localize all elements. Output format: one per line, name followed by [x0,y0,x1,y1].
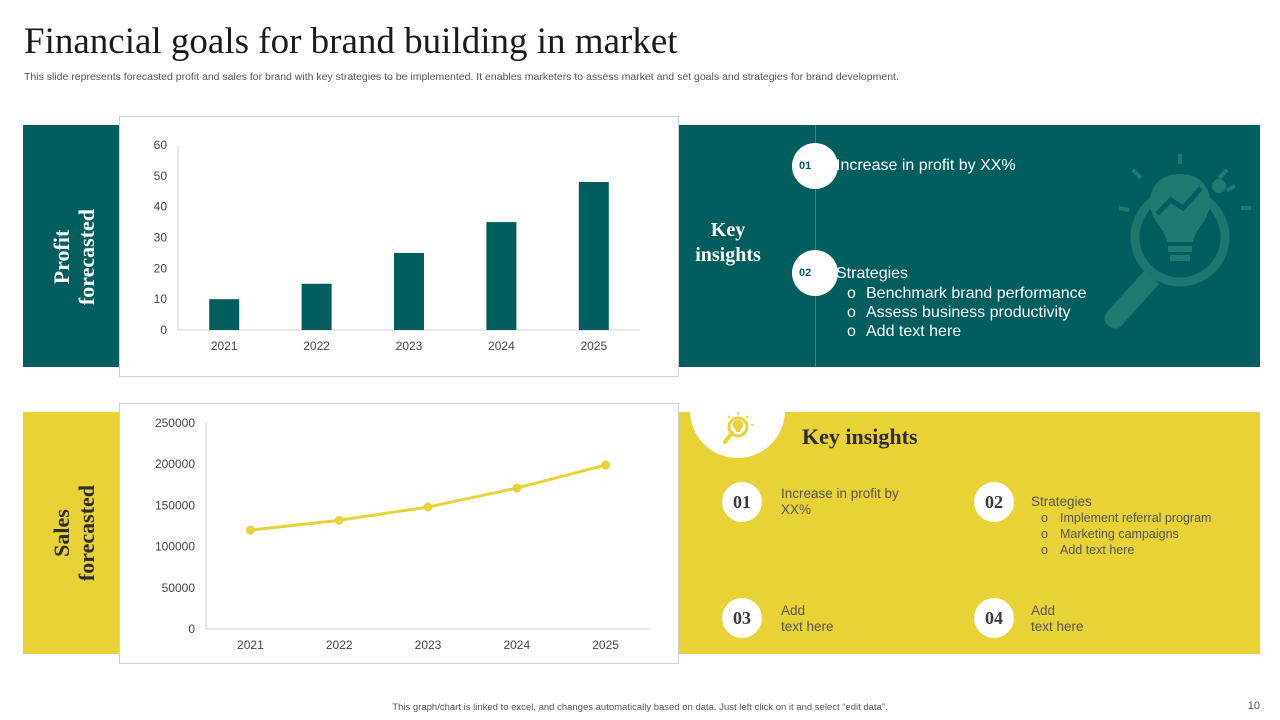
bullet-icon: o [847,323,856,340]
profit-item-1-text: Increase in profit by XX% [836,157,1016,174]
list-item: o Marketing campaigns [1041,526,1211,542]
data-point [512,483,522,493]
bar [578,182,609,330]
sales-item-1-text: Increase in profit by XX% [781,486,899,518]
footer-note: This graph/chart is linked to excel, and… [392,702,888,713]
profit-item-1-number: 01 [792,143,838,189]
data-point [245,525,255,535]
sales-item-4-line1: Add [1031,603,1056,618]
page-number: 10 [1247,700,1260,712]
sales-side-label: Sales forecasted [49,473,99,593]
list-item: o Implement referral program [1041,510,1211,526]
sales-item-4-number: 04 [974,598,1014,638]
sales-chart[interactable]: 0 50000 100000 150000 200000 250000 2021 2022 20… [119,403,679,664]
bar [301,283,332,330]
profit-bar-chart-svg: 0 10 20 30 40 50 60 2021 2022 2023 2024 2025 [154,138,640,353]
page-title: Financial goals for brand building in ma… [24,21,678,62]
profit-strategy-list: o Benchmark brand performance o Assess bus… [847,284,1087,341]
profit-key-insights-title: Key insights [680,218,776,268]
y-tick-label: 50 [154,169,168,183]
x-tick-label: 2024 [503,638,530,652]
sales-item-4-text: Add text here [1031,603,1084,635]
y-tick-label: 250000 [155,416,195,430]
list-item-text: Marketing campaigns [1060,527,1179,541]
y-tick-label: 30 [154,231,168,245]
x-tick-label: 2021 [211,339,238,353]
list-item-text: Implement referral program [1060,511,1212,525]
sales-key-insights-title: Key insights [802,424,918,449]
series-line [250,463,606,532]
list-item-text: Benchmark brand performance [866,285,1087,302]
sales-side-label-line1: Sales [49,509,74,557]
chevron-right-icon: › [818,264,823,280]
sales-item-2-text: Strategies [1031,494,1092,509]
x-tick-label: 2023 [396,339,423,353]
lightbulb-magnifier-icon [1104,154,1251,329]
sales-item-3-text: Add text here [781,603,834,635]
data-point [334,515,344,525]
y-tick-label: 100000 [155,540,195,554]
lightbulb-magnifier-icon [723,412,754,444]
profit-item-2-number: 02 [792,250,838,296]
x-tick-label: 2025 [592,638,619,652]
bullet-icon: o [1041,511,1048,525]
sales-item-4-line2: text here [1031,619,1084,634]
bar [209,299,240,330]
x-tick-label: 2022 [303,339,330,353]
y-tick-label: 10 [154,292,168,306]
list-item-text: Add text here [866,323,962,340]
profit-key-insights-line1: Key [710,219,746,241]
x-tick-label: 2021 [237,638,264,652]
chevron-right-icon: › [818,157,823,173]
sales-item-1-number: 01 [722,482,762,522]
profit-side-label: Profit forecasted [49,197,99,317]
bar [486,222,517,330]
sales-item-1-line2: XX% [781,502,812,517]
data-point [601,460,611,470]
x-tick-label: 2022 [326,638,353,652]
page-subtitle: This slide represents forecasted profit … [24,71,899,83]
x-tick-label: 2024 [488,339,515,353]
sales-item-2-number: 02 [974,482,1014,522]
profit-key-insights-line2: insights [695,244,761,266]
y-tick-label: 0 [188,622,195,636]
bullet-icon: o [1041,543,1048,557]
bullet-icon: o [847,304,856,321]
sales-item-3-number: 03 [722,598,762,638]
bar [394,252,424,330]
profit-chart[interactable]: 0 10 20 30 40 50 60 2021 2022 2023 2024 2025 [119,116,679,377]
list-item-text: Assess business productivity [866,304,1071,321]
bullet-icon: o [847,285,856,302]
y-tick-label: 200000 [155,457,195,471]
y-tick-label: 0 [160,323,167,337]
list-item-text: Add text here [1060,543,1135,557]
y-tick-label: 150000 [155,498,195,512]
x-tick-label: 2025 [580,339,607,353]
y-tick-label: 60 [154,138,168,152]
sales-strategy-list: o Implement referral program o Marketing c… [1041,510,1211,558]
bullet-icon: o [1041,527,1048,541]
list-item: o Add text here [847,322,1087,341]
list-item: o Benchmark brand performance [847,284,1087,303]
y-tick-label: 50000 [162,581,196,595]
profit-side-label-line2: forecasted [74,208,99,306]
list-item: o Assess business productivity [847,303,1087,322]
profit-item-2-text: Strategies [836,265,909,282]
sales-item-3-line2: text here [781,619,834,634]
sales-item-1-line1: Increase in profit by [781,486,899,501]
profit-side-label-line1: Profit [49,229,74,285]
list-item: o Add text here [1041,542,1211,558]
data-point [423,502,433,512]
sales-line-chart-svg: 0 50000 100000 150000 200000 250000 2021 2022 20… [155,416,650,652]
sales-side-label-line2: forecasted [74,484,99,582]
sales-item-3-line1: Add [781,603,806,618]
y-tick-label: 40 [154,200,168,214]
x-tick-label: 2023 [415,638,442,652]
profit-divider [815,125,816,367]
y-tick-label: 20 [154,261,168,275]
